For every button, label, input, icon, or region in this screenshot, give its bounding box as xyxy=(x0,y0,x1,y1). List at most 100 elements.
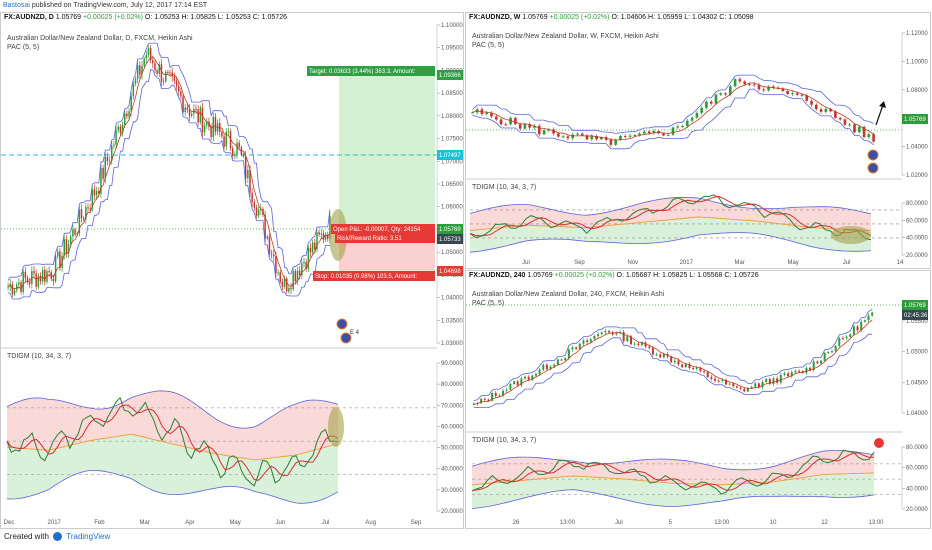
h4-candle xyxy=(597,334,600,337)
daily-candle xyxy=(59,251,61,268)
daily-candle xyxy=(236,142,238,155)
daily-candle xyxy=(89,208,91,210)
h4-candle xyxy=(578,343,581,349)
daily-candle xyxy=(251,192,253,203)
h4-chart-canvas[interactable]: 1.05500 1.05000 1.04500 1.04000 1.05769 02:45… xyxy=(466,271,930,528)
h4-candle xyxy=(564,358,567,361)
weekly-candle xyxy=(724,93,727,95)
daily-candle xyxy=(277,272,279,274)
weekly-candle xyxy=(709,101,713,104)
weekly-open: O: 1.04606 xyxy=(611,14,647,21)
weekly-candle xyxy=(705,101,708,108)
weekly-chart-panel[interactable]: FX:AUDNZD, W 1.05769 +0.00025 (+0.02%) O… xyxy=(465,12,931,269)
footer-brand[interactable]: TradingView xyxy=(66,532,111,541)
h4-chart-panel[interactable]: FX:AUDNZD, 240 1.05769 +0.00025 (+0.02%)… xyxy=(465,270,931,529)
daily-chart-panel[interactable]: FX:AUDNZD, D 1.05769 +0.00025 (+0.02%) O… xyxy=(0,12,464,529)
publisher-user-link[interactable]: Bastosai xyxy=(3,2,30,9)
h4-candle xyxy=(640,342,643,345)
weekly-chart-canvas[interactable]: 1.120001.100001.080001.060001.040001.020… xyxy=(466,13,930,268)
daily-price: 1.05769 xyxy=(55,14,82,21)
daily-candle xyxy=(288,287,290,292)
daily-candle xyxy=(87,207,89,209)
weekly-candle xyxy=(552,129,555,134)
h4-candle xyxy=(735,386,738,388)
daily-price-tick-label: 1.06000 xyxy=(441,205,463,211)
h4-symbol[interactable]: FX:AUDNZD, 240 xyxy=(469,272,526,279)
h4-tdigm-vb-lower xyxy=(471,489,875,509)
daily-tdigm-tick-label: 60.0000 xyxy=(441,424,463,430)
daily-price-tick-label: 1.03000 xyxy=(441,341,463,347)
h4-tag-last-bg xyxy=(902,300,928,310)
weekly-candle xyxy=(580,133,584,136)
daily-candle xyxy=(85,207,87,220)
daily-tag-cyan: 1.07497 xyxy=(439,153,461,159)
h4-candle xyxy=(801,371,804,373)
daily-candle xyxy=(156,70,158,74)
h4-candle xyxy=(787,373,790,377)
weekly-candle xyxy=(719,93,723,95)
h4-candle xyxy=(684,363,687,368)
weekly-candle xyxy=(795,93,799,95)
h4-candle xyxy=(670,356,673,363)
daily-candle xyxy=(11,284,14,295)
daily-tag-cyan-bg xyxy=(437,150,463,160)
h4-candle xyxy=(783,373,786,375)
daily-price-tick-label: 1.08500 xyxy=(441,91,463,97)
daily-candle xyxy=(270,253,273,255)
daily-candle xyxy=(255,207,258,216)
h4-candle xyxy=(776,378,779,383)
daily-candle xyxy=(175,80,178,87)
daily-candle xyxy=(294,271,297,282)
daily-candle xyxy=(54,256,57,282)
h4-tdigm-signal-line xyxy=(471,452,875,492)
daily-candle xyxy=(13,290,16,295)
h4-x-tick-label: 13:00 xyxy=(560,520,576,526)
daily-candle xyxy=(244,156,247,179)
daily-candle xyxy=(221,131,223,137)
weekly-symbol[interactable]: FX:AUDNZD, W xyxy=(469,14,521,21)
weekly-change: +0.00025 (+0.02%) xyxy=(549,14,610,21)
daily-change: +0.00025 (+0.02%) xyxy=(83,14,143,21)
daily-candle xyxy=(48,271,50,273)
daily-candle xyxy=(311,242,314,253)
daily-tdigm-tick-label: 70.0000 xyxy=(441,403,463,409)
daily-candle xyxy=(190,114,193,116)
weekly-candle xyxy=(690,117,694,121)
weekly-tdigm-vb-upper xyxy=(469,196,872,216)
h4-candle xyxy=(589,339,592,343)
weekly-pac-mid xyxy=(472,82,874,141)
daily-chart-canvas[interactable]: Target: 0.03633 (3.44%) 363.3, Amount: Op… xyxy=(1,13,463,528)
h4-candle xyxy=(732,383,735,387)
weekly-candle xyxy=(824,108,828,112)
daily-symbol[interactable]: FX:AUDNZD, D xyxy=(4,14,54,21)
daily-candle xyxy=(292,271,294,290)
h4-x-tick-label: 10 xyxy=(770,520,777,526)
weekly-candle xyxy=(681,126,684,128)
daily-x-tick-label: Aug xyxy=(365,520,376,526)
weekly-candle xyxy=(585,135,589,140)
weekly-candle xyxy=(518,124,522,129)
daily-candle xyxy=(199,107,202,123)
daily-candle xyxy=(41,269,44,282)
h4-candle xyxy=(827,351,830,354)
tradingview-logo-icon[interactable] xyxy=(53,532,63,542)
h4-candle xyxy=(538,369,541,375)
weekly-high: H: 1.05959 xyxy=(648,14,683,21)
h4-candle xyxy=(586,340,589,343)
h4-candle xyxy=(648,346,651,348)
daily-candle xyxy=(147,48,150,56)
daily-candle xyxy=(186,107,189,110)
weekly-arrow-shaft xyxy=(875,104,884,126)
daily-candle xyxy=(273,254,275,257)
weekly-price: 1.05769 xyxy=(522,14,548,21)
h4-candle xyxy=(505,389,508,391)
h4-candle xyxy=(772,378,775,384)
weekly-x-tick-label: Jul xyxy=(843,260,851,266)
daily-candle xyxy=(266,236,269,239)
daily-candle xyxy=(197,109,199,123)
weekly-x-tick-label: 14 xyxy=(897,260,904,266)
daily-candle xyxy=(188,109,191,116)
daily-candle xyxy=(208,121,210,127)
h4-tdigm-market-base xyxy=(471,472,875,486)
daily-candle xyxy=(301,263,303,276)
